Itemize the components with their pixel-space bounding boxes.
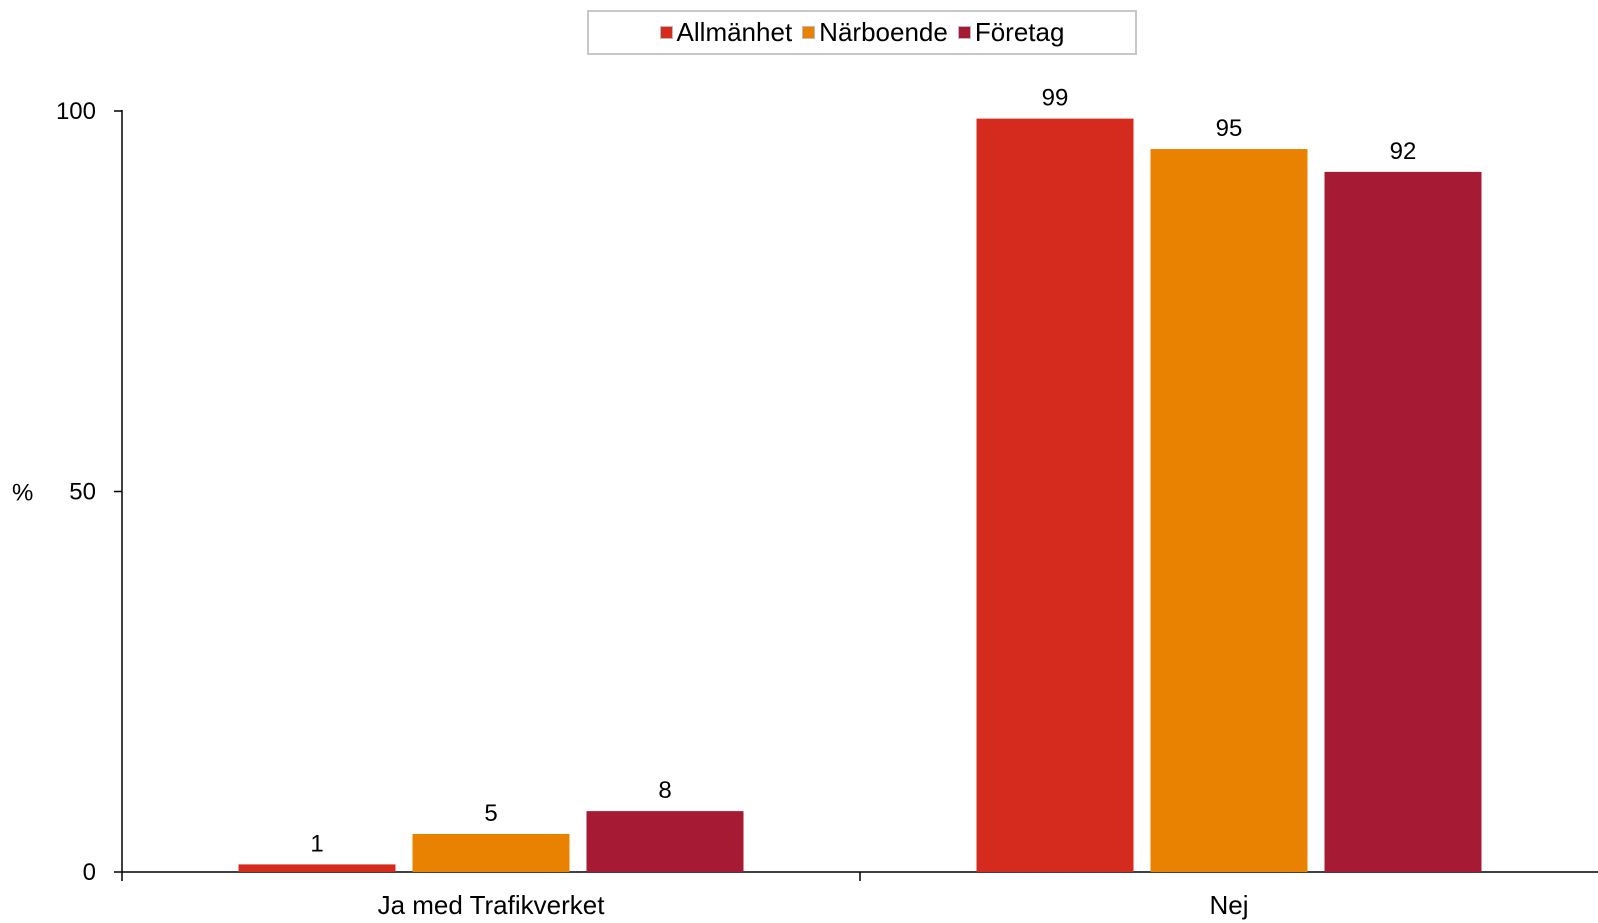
- y-tick-label: 50: [69, 479, 96, 506]
- legend-item-allmanhet: Allmänhet: [659, 17, 793, 48]
- data-label: 5: [484, 800, 497, 827]
- bar: [238, 864, 396, 872]
- x-tick-label: Nej: [1209, 890, 1248, 920]
- legend-label-allmanhet: Allmänhet: [676, 17, 793, 47]
- data-label: 99: [1042, 85, 1069, 112]
- bar: [1150, 149, 1308, 873]
- y-tick-label: 100: [56, 98, 96, 125]
- data-label: 1: [310, 830, 323, 857]
- labels: 1 5 8 Ja med Trafikverket 99 95 92 Nej: [310, 85, 1416, 920]
- bar: [586, 811, 744, 872]
- bar: [976, 118, 1134, 873]
- data-label: 92: [1390, 138, 1417, 165]
- data-label: 8: [658, 777, 671, 804]
- legend-swatch-allmanhet: [659, 26, 673, 39]
- x-tick-label: Ja med Trafikverket: [378, 890, 606, 920]
- bar: [412, 833, 570, 872]
- legend-swatch-foretag: [957, 26, 971, 39]
- legend-item-foretag: Företag: [957, 17, 1065, 48]
- data-label: 95: [1216, 115, 1243, 142]
- y-tick-label: 0: [83, 859, 96, 886]
- legend-label-narboende: Närboende: [819, 17, 948, 47]
- bars: [238, 118, 1482, 873]
- legend-item-narboende: Närboende: [802, 17, 948, 48]
- legend-swatch-narboende: [802, 26, 816, 39]
- legend-label-foretag: Företag: [974, 17, 1065, 47]
- chart-legend: Allmänhet Närboende Företag: [587, 10, 1137, 55]
- bar: [1324, 171, 1482, 872]
- y-axis-label: %: [12, 480, 33, 507]
